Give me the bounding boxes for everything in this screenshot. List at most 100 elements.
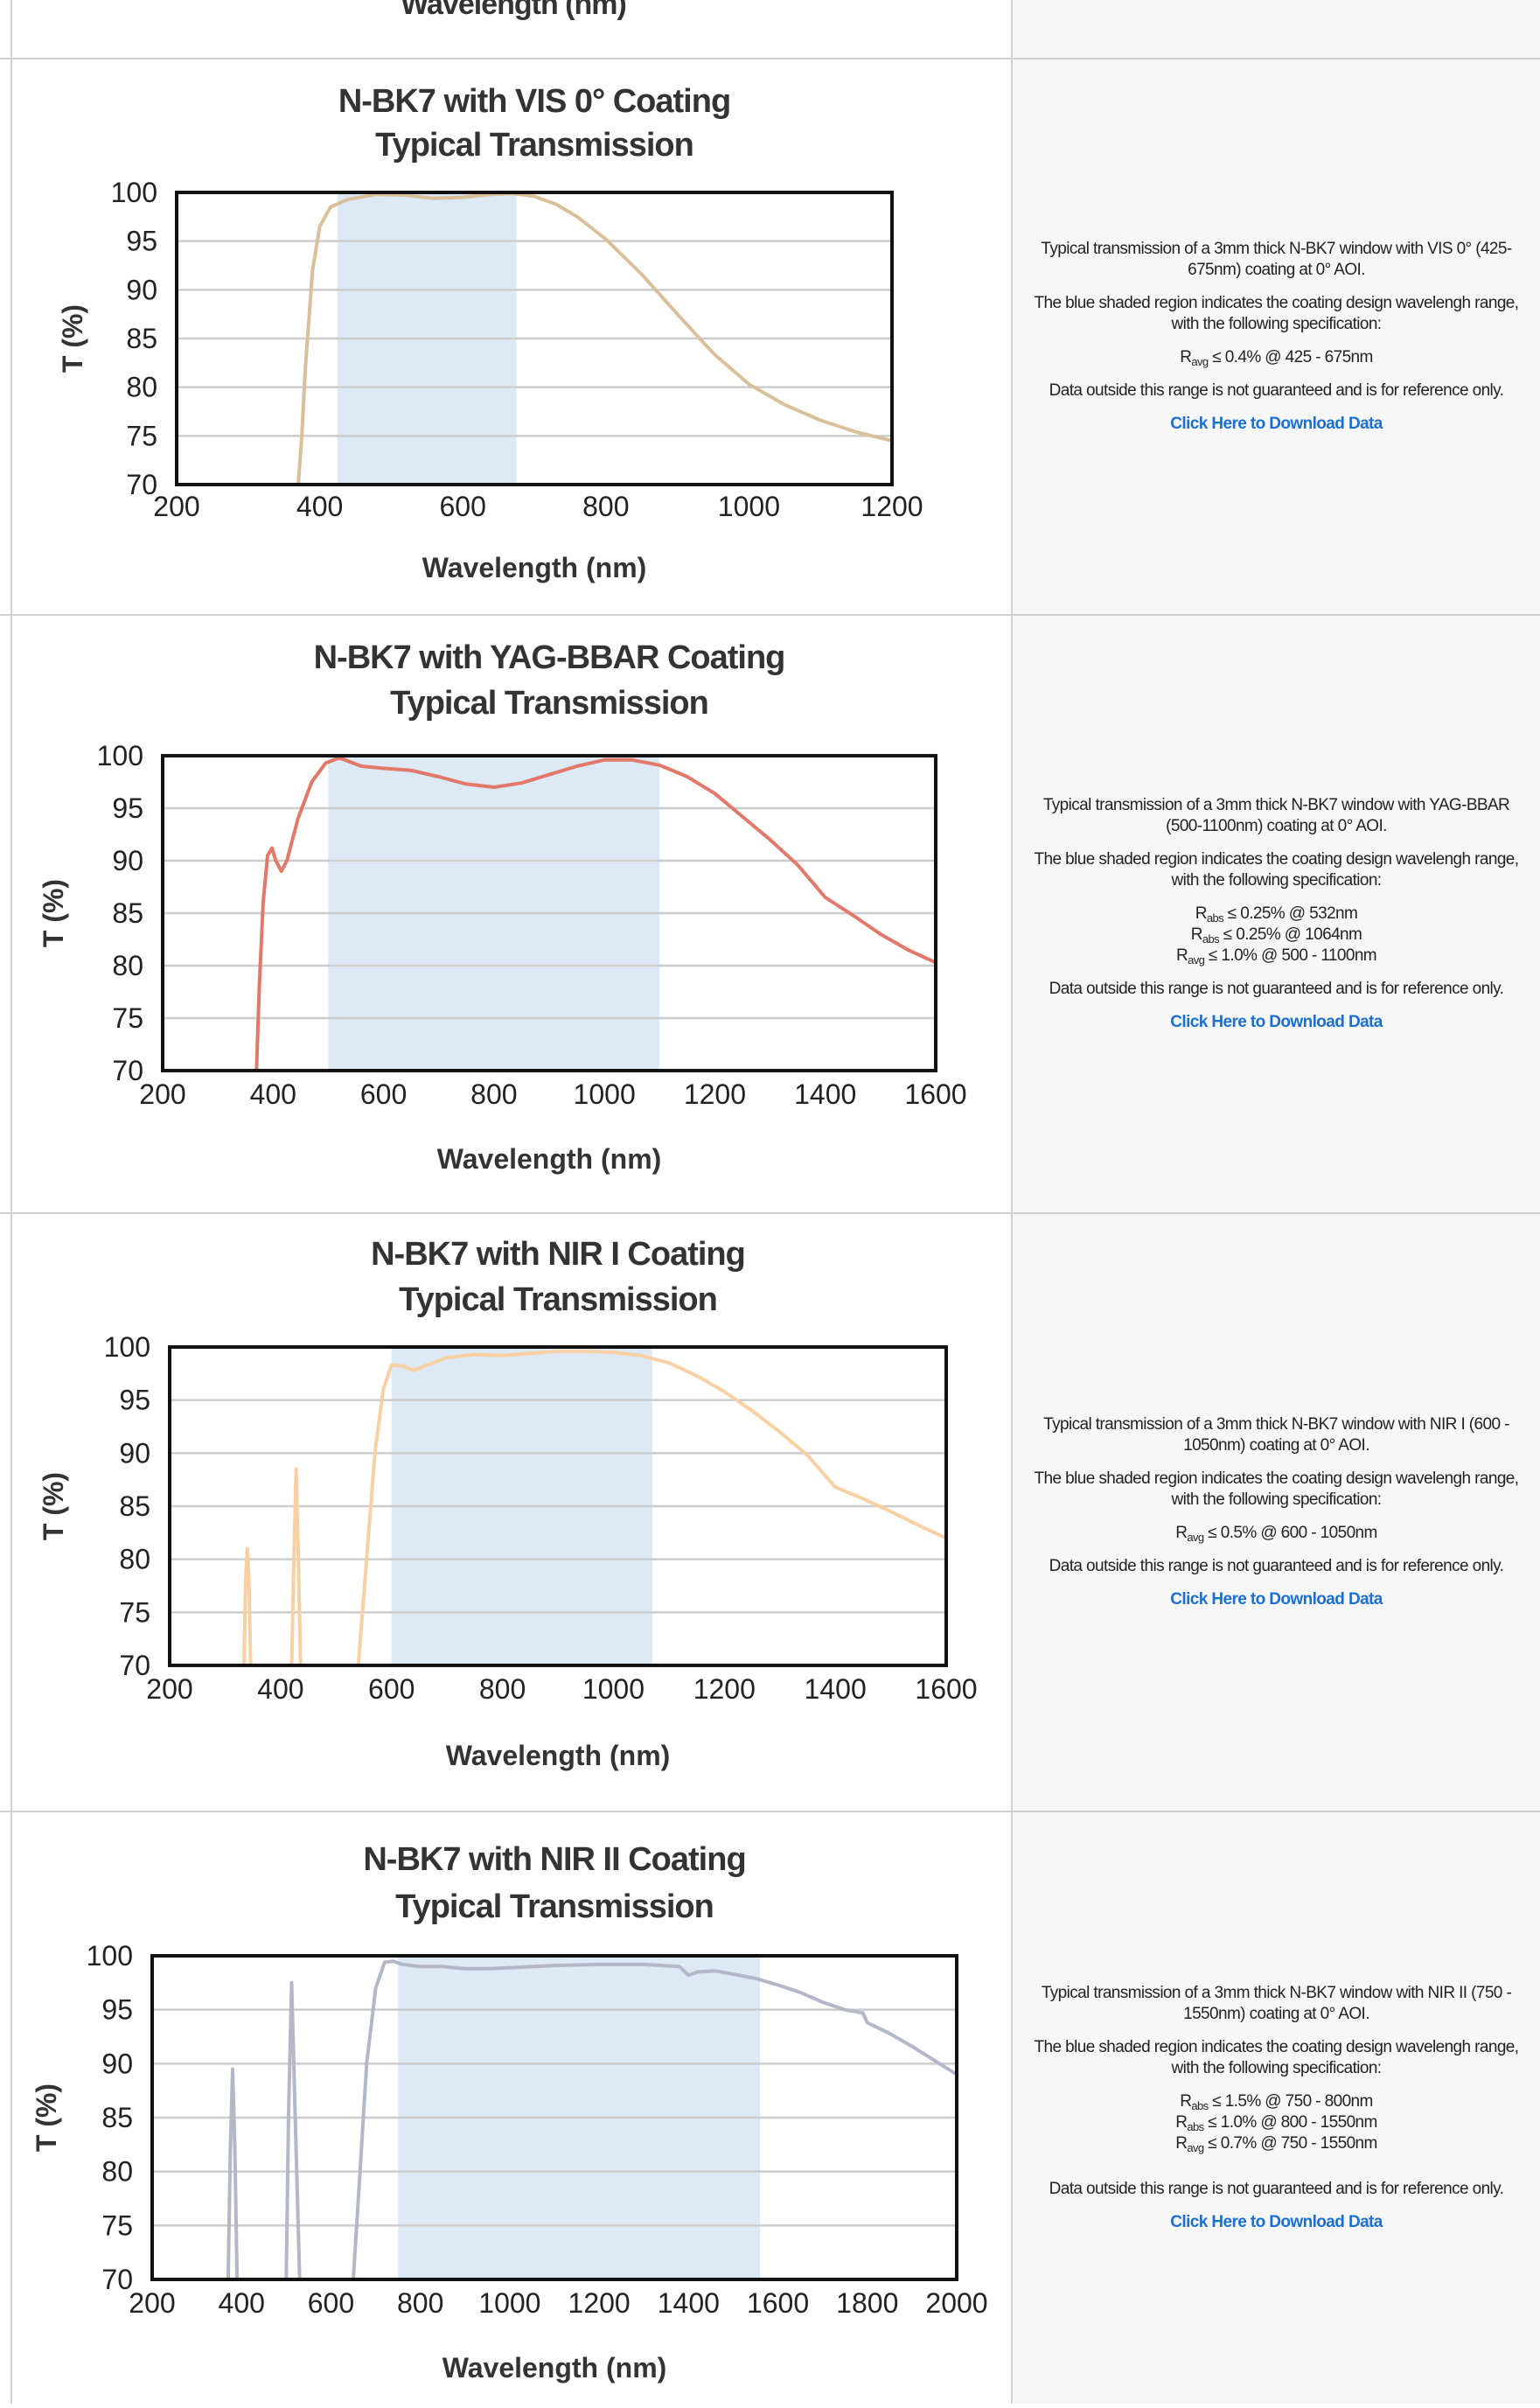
description-cell: Typical transmission of a 3mm thick N-BK… bbox=[1013, 59, 1540, 614]
y-tick-label: 90 bbox=[112, 845, 143, 876]
chart-title-line: Typical Transmission bbox=[395, 1888, 714, 1925]
chart-title-line: N-BK7 with VIS 0° Coating bbox=[338, 83, 730, 120]
x-axis-label: Wavelength (nm) bbox=[422, 552, 647, 583]
shading-note: The blue shaded region indicates the coa… bbox=[1032, 1469, 1522, 1511]
spec-subscript: abs bbox=[1202, 932, 1219, 946]
download-data-link[interactable]: Click Here to Download Data bbox=[1170, 2213, 1382, 2231]
shading-note: The blue shaded region indicates the coa… bbox=[1032, 293, 1522, 335]
x-tick-label: 600 bbox=[308, 2287, 354, 2319]
x-tick-label: 1600 bbox=[915, 1673, 977, 1705]
description-cell: Typical transmission of a 3mm thick N-BK… bbox=[1013, 1812, 1540, 2404]
description-text: Typical transmission of a 3mm thick N-BK… bbox=[1032, 1414, 1522, 1456]
x-tick-label: 1000 bbox=[574, 1078, 636, 1110]
transmission-series-line bbox=[244, 1549, 251, 1666]
spec-subscript: avg bbox=[1188, 953, 1204, 967]
x-tick-label: 200 bbox=[146, 1673, 192, 1705]
top-partial-chart-cell: Wavelength (nm) bbox=[10, 0, 1013, 58]
x-tick-label: 1200 bbox=[861, 491, 923, 522]
description-block: Typical transmission of a 3mm thick N-BK… bbox=[1032, 239, 1522, 435]
transmission-series-line bbox=[286, 1983, 299, 2279]
x-tick-label: 1200 bbox=[693, 1673, 756, 1705]
chart-title-line: N-BK7 with NIR II Coating bbox=[363, 1841, 745, 1878]
x-tick-label: 2000 bbox=[925, 2287, 987, 2319]
spec-subscript: abs bbox=[1207, 911, 1223, 925]
disclaimer-text: Data outside this range is not guarantee… bbox=[1032, 1556, 1522, 1577]
transmission-series-line bbox=[228, 2069, 237, 2280]
y-tick-label: 75 bbox=[119, 1596, 150, 1628]
y-tick-label: 100 bbox=[111, 177, 157, 208]
y-tick-label: 80 bbox=[101, 2156, 133, 2188]
y-tick-label: 80 bbox=[112, 950, 143, 981]
x-tick-label: 1800 bbox=[836, 2287, 898, 2319]
x-tick-label: 1200 bbox=[684, 1078, 746, 1110]
top-partial-description-cell bbox=[1013, 0, 1540, 58]
y-tick-label: 90 bbox=[126, 274, 157, 305]
spec-line: Rabs ≤ 0.25% @ 1064nm bbox=[1032, 925, 1522, 946]
spec-list: Rabs ≤ 1.5% @ 750 - 800nm Rabs ≤ 1.0% @ 8… bbox=[1032, 2091, 1522, 2154]
chart-row-nir1: N-BK7 with NIR I Coating Typical Transmis… bbox=[0, 1214, 1540, 1812]
x-tick-label: 400 bbox=[219, 2287, 265, 2319]
x-tick-label: 200 bbox=[153, 491, 199, 522]
y-axis-label: T (%) bbox=[38, 1472, 69, 1540]
y-tick-label: 95 bbox=[101, 1994, 133, 2026]
spec-line: Ravg ≤ 1.0% @ 500 - 1100nm bbox=[1032, 946, 1522, 967]
x-tick-label: 800 bbox=[582, 491, 629, 522]
spec-subscript: abs bbox=[1191, 2099, 1208, 2112]
description-text: Typical transmission of a 3mm thick N-BK… bbox=[1032, 239, 1522, 281]
spec-line: Ravg ≤ 0.4% @ 425 - 675nm bbox=[1032, 347, 1522, 368]
shading-note: The blue shaded region indicates the coa… bbox=[1032, 2037, 1522, 2079]
x-tick-label: 600 bbox=[360, 1078, 407, 1110]
x-tick-label: 600 bbox=[440, 491, 486, 522]
transmission-chart: N-BK7 with YAG-BBAR CoatingTypical Trans… bbox=[12, 616, 1011, 1212]
x-tick-label: 1600 bbox=[747, 2287, 809, 2319]
y-tick-label: 100 bbox=[104, 1331, 150, 1363]
description-block: Typical transmission of a 3mm thick N-BK… bbox=[1032, 1414, 1522, 1610]
chart-row-nir2: N-BK7 with NIR II Coating Typical Transmi… bbox=[0, 1812, 1540, 2404]
y-tick-label: 100 bbox=[87, 1940, 133, 1972]
x-tick-label: 800 bbox=[397, 2287, 443, 2319]
x-tick-label: 1400 bbox=[794, 1078, 856, 1110]
spec-list: Rabs ≤ 0.25% @ 532nm Rabs ≤ 0.25% @ 1064n… bbox=[1032, 904, 1522, 967]
chart-title-line: N-BK7 with NIR I Coating bbox=[371, 1236, 745, 1273]
y-axis-label: T (%) bbox=[57, 304, 88, 373]
spec-subscript: avg bbox=[1187, 2141, 1203, 2154]
description-text: Typical transmission of a 3mm thick N-BK… bbox=[1032, 795, 1522, 837]
x-tick-label: 200 bbox=[139, 1078, 185, 1110]
chart-row-yag-bbar: N-BK7 with YAG-BBAR Coating Typical Trans… bbox=[0, 616, 1540, 1214]
x-tick-label: 800 bbox=[479, 1673, 526, 1705]
description-text: Typical transmission of a 3mm thick N-BK… bbox=[1032, 1983, 1522, 2025]
x-axis-label: Wavelength (nm) bbox=[442, 2352, 667, 2384]
y-tick-label: 80 bbox=[126, 372, 157, 403]
y-tick-label: 95 bbox=[119, 1385, 150, 1416]
description-block: Typical transmission of a 3mm thick N-BK… bbox=[1032, 795, 1522, 1033]
x-tick-label: 1200 bbox=[568, 2287, 631, 2319]
y-tick-label: 95 bbox=[126, 226, 157, 257]
spec-line: Rabs ≤ 1.0% @ 800 - 1550nm bbox=[1032, 2112, 1522, 2133]
spec-list: Ravg ≤ 0.5% @ 600 - 1050nm bbox=[1032, 1523, 1522, 1544]
spec-line: Ravg ≤ 0.7% @ 750 - 1550nm bbox=[1032, 2133, 1522, 2154]
y-tick-label: 90 bbox=[101, 2048, 133, 2079]
spec-subscript: avg bbox=[1187, 1531, 1203, 1544]
download-data-link[interactable]: Click Here to Download Data bbox=[1170, 1590, 1382, 1609]
download-data-link[interactable]: Click Here to Download Data bbox=[1170, 1013, 1382, 1031]
top-partial-row: Wavelength (nm) bbox=[0, 0, 1540, 59]
y-axis-label: T (%) bbox=[38, 879, 69, 947]
chart-cell: N-BK7 with NIR I Coating Typical Transmis… bbox=[10, 1214, 1013, 1811]
description-cell: Typical transmission of a 3mm thick N-BK… bbox=[1013, 1214, 1540, 1811]
x-axis-label: Wavelength (nm) bbox=[437, 1143, 662, 1175]
disclaimer-text: Data outside this range is not guarantee… bbox=[1032, 2179, 1522, 2200]
transmission-chart: N-BK7 with NIR I Coating Typical Transmis… bbox=[12, 1214, 1011, 1811]
download-data-link[interactable]: Click Here to Download Data bbox=[1170, 415, 1382, 433]
y-tick-label: 100 bbox=[97, 740, 143, 771]
y-tick-label: 75 bbox=[101, 2209, 133, 2241]
transmission-chart: N-BK7 with NIR II Coating Typical Transmi… bbox=[12, 1812, 1011, 2404]
description-block: Typical transmission of a 3mm thick N-BK… bbox=[1032, 1983, 1522, 2233]
chart-title-line: Typical Transmission bbox=[399, 1281, 717, 1318]
transmission-chart: N-BK7 with VIS 0° Coating Typical Transmi… bbox=[12, 59, 1011, 614]
y-tick-label: 90 bbox=[119, 1437, 150, 1469]
x-tick-label: 1400 bbox=[805, 1673, 867, 1705]
y-tick-label: 85 bbox=[119, 1490, 150, 1522]
y-tick-label: 80 bbox=[119, 1544, 150, 1575]
description-cell: Typical transmission of a 3mm thick N-BK… bbox=[1013, 616, 1540, 1212]
